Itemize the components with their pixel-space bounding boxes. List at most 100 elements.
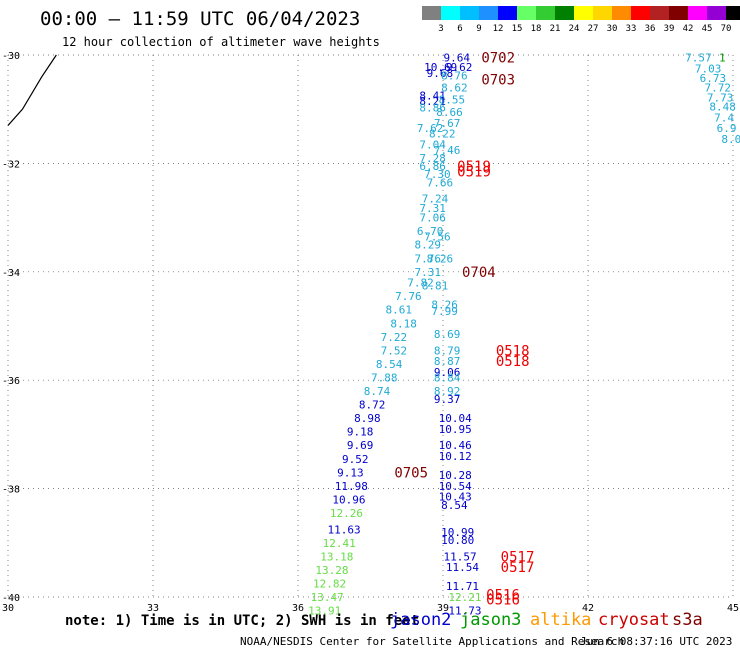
wave-height-value: 10.04: [439, 412, 472, 425]
lon-tick-label: 30: [2, 603, 14, 614]
legend-swatch: [536, 6, 555, 20]
wave-height-value: 9.13: [337, 466, 364, 479]
pass-time-label: 0703: [481, 72, 515, 88]
coastline: [7, 54, 57, 126]
legend-label: 21: [550, 24, 561, 34]
wave-height-value: 7.76: [415, 252, 442, 265]
wave-height-value: 9.37: [434, 393, 461, 406]
lat-tick-label: -38: [2, 485, 20, 496]
wave-height-value: 7.73: [707, 91, 734, 104]
wave-height-value: 8.74: [364, 385, 391, 398]
legend-label: 33: [626, 24, 637, 34]
pass-time-label: 0702: [481, 51, 515, 67]
wave-height-value: 6.86: [419, 160, 446, 173]
pass-time-label: 0516: [486, 587, 520, 603]
wave-height-value: 7.04: [419, 138, 446, 151]
wave-height-value: 8.98: [354, 412, 381, 425]
wave-height-value: 6.70: [417, 225, 444, 238]
wave-height-value: 10.54: [439, 480, 472, 493]
satellite-name-altika: altika: [530, 610, 591, 630]
wave-height-labels: 9.649.6210.699.688.768.628.418.558.218.8…: [308, 52, 740, 618]
legend-label: 6: [457, 24, 462, 34]
wave-height-value: 8.87: [434, 355, 461, 368]
wave-height-value: 7.03: [695, 63, 722, 76]
wave-height-value: 8.66: [436, 106, 463, 119]
legend-label: 24: [569, 24, 580, 34]
wave-height-value: 10.99: [441, 526, 474, 539]
pass-time-label: 0517: [501, 560, 535, 576]
legend-label: 42: [683, 24, 694, 34]
pass-time-label: 0704: [462, 265, 496, 281]
legend-swatch: [593, 6, 612, 20]
lon-tick-label: 42: [582, 603, 594, 614]
wave-height-value: 7.28: [419, 152, 446, 165]
wave-height-value: 1: [719, 52, 726, 65]
wave-height-value: 8.92: [434, 385, 461, 398]
wave-height-value: 13.91: [308, 605, 341, 618]
legend-swatch: [688, 6, 707, 20]
legend-label: 3: [438, 24, 443, 34]
wave-height-value: 7.31: [419, 202, 446, 215]
wave-height-value: 7.4: [714, 111, 734, 124]
wave-height-value: 7.46: [434, 144, 461, 157]
wave-height-value: 10.69: [424, 61, 457, 74]
legend-swatch: [498, 6, 517, 20]
wave-height-value: 13.47: [311, 591, 344, 604]
wave-height-value: 8.86: [419, 102, 446, 115]
wave-height-value: 11.98: [335, 480, 368, 493]
wave-height-value: 12.41: [323, 537, 356, 550]
legend-label: 36: [645, 24, 656, 34]
wave-height-value: 11.57: [444, 550, 477, 563]
wave-height-value: 7.06: [419, 212, 446, 225]
wave-height-value: 13.28: [315, 564, 348, 577]
satellite-name-s3a: s3a: [672, 610, 703, 630]
wave-height-value: 8.81: [422, 279, 449, 292]
legend-label: 70: [721, 24, 732, 34]
legend-swatch: [479, 6, 498, 20]
satellite-legend: jason2 jason3 altika cryosat s3a: [390, 610, 703, 630]
legend-swatch: [460, 6, 479, 20]
wave-height-value: 6.73: [700, 72, 727, 85]
wave-height-value: 9.64: [444, 52, 471, 65]
pass-time-label: 0516: [486, 593, 520, 609]
wave-height-value: 8.62: [441, 82, 468, 95]
longitude-tick-labels: 30 33 36 39 42 45: [2, 603, 739, 614]
satellite-name-jason3: jason3: [460, 610, 521, 630]
lat-tick-label: -30: [2, 51, 20, 62]
legend-swatch: [631, 6, 650, 20]
wave-height-value: 10.96: [332, 493, 365, 506]
legend-swatch: [517, 6, 536, 20]
wave-height-value: 7.76: [395, 290, 422, 303]
legend-label: 15: [512, 24, 523, 34]
legend-swatch: [650, 6, 669, 20]
wave-height-value: 12.21: [448, 591, 481, 604]
wave-height-value: 7.52: [381, 344, 408, 357]
wave-height-value: 8.26: [427, 252, 454, 265]
legend-swatch: [422, 6, 441, 20]
wave-height-value: 7.24: [422, 193, 449, 206]
lat-tick-label: -40: [2, 593, 20, 604]
legend-swatch: [726, 6, 740, 20]
legend-label: 12: [493, 24, 504, 34]
wave-height-value: 8.0: [721, 133, 740, 146]
wave-height-value: 9.62: [446, 61, 473, 74]
pass-time-label: 0705: [394, 465, 428, 481]
wave-height-value: 10.80: [441, 534, 474, 547]
wave-height-value: 7.66: [427, 176, 454, 189]
lat-tick-label: -34: [2, 268, 20, 279]
wave-height-value: 7.56: [424, 231, 451, 244]
note-text: note: 1) Time is in UTC; 2) SWH is in fe…: [65, 613, 419, 629]
wave-height-value: 7.22: [381, 331, 408, 344]
wave-height-value: 8.69: [434, 328, 461, 341]
satellite-name-cryosat: cryosat: [598, 610, 670, 630]
wave-height-value: 7.57: [685, 52, 712, 65]
wave-height-value: 7.31: [415, 266, 442, 279]
wave-height-value: 8.54: [376, 358, 403, 371]
pass-time-label: 0518: [496, 343, 530, 359]
wave-height-value: 10.43: [439, 491, 472, 504]
wave-height-value: 10.28: [439, 469, 472, 482]
wave-height-value: 9.69: [347, 439, 374, 452]
